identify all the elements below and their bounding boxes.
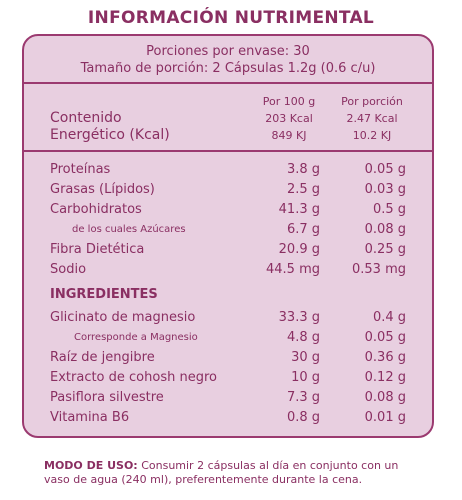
divider	[24, 82, 432, 84]
energy-kcal-100g: 203 Kcal	[265, 112, 313, 125]
nutrient-value-serving: 0.25 g	[364, 242, 406, 257]
nutrient-value-serving: 0.5 g	[372, 202, 406, 217]
ingredient-value-serving: 0.4 g	[372, 310, 406, 325]
nutrient-value-serving: 0.53 mg	[352, 262, 406, 277]
energy-kcal-serving: 2.47 Kcal	[346, 112, 398, 125]
energy-label-line2: Energético (Kcal)	[50, 127, 170, 143]
energy-label-line1: Contenido	[50, 110, 122, 126]
ingredient-label: Vitamina B6	[50, 410, 130, 425]
energy-kj-serving: 10.2 KJ	[352, 129, 392, 142]
nutrient-label: Sodio	[50, 262, 87, 277]
ingredient-label: Raíz de jengibre	[50, 350, 155, 365]
energy-kj-100g: 849 KJ	[271, 129, 307, 142]
serving-size: Tamaño de porción: 2 Cápsulas 1.2g (0.6 …	[80, 61, 376, 76]
nutrient-label: Fibra Dietética	[50, 242, 145, 257]
nutrient-value-100g: 20.9 g	[278, 242, 320, 257]
nutrient-value-100g: 41.3 g	[278, 202, 320, 217]
ingredient-label: Pasiflora silvestre	[50, 390, 164, 405]
usage-label: MODO DE USO:	[44, 459, 138, 472]
ingredient-value-100g: 7.3 g	[286, 390, 320, 405]
nutrition-panel: Porciones por envase: 30 Tamaño de porci…	[22, 34, 434, 438]
ingredient-value-serving: 0.36 g	[364, 350, 406, 365]
nutrient-label: Grasas (Lípidos)	[50, 182, 155, 197]
nutrient-value-serving: 0.03 g	[364, 182, 406, 197]
nutrient-value-100g: 2.5 g	[286, 182, 320, 197]
ingredient-value-100g: 0.8 g	[286, 410, 320, 425]
ingredient-value-100g: 4.8 g	[286, 330, 320, 345]
nutrient-label: Proteínas	[50, 162, 111, 177]
nutrient-value-100g: 3.8 g	[286, 162, 320, 177]
nutrient-value-100g: 44.5 mg	[266, 262, 320, 277]
nutrient-value-serving: 0.05 g	[364, 162, 406, 177]
ingredient-label: Extracto de cohosh negro	[50, 370, 217, 385]
ingredient-sublabel: Corresponde a Magnesio	[74, 332, 198, 343]
ingredient-label: Glicinato de magnesio	[50, 310, 196, 325]
panel-title: INFORMACIÓN NUTRIMENTAL	[87, 8, 375, 28]
ingredients-heading: INGREDIENTES	[50, 287, 158, 302]
nutrient-value-serving: 0.08 g	[364, 222, 406, 237]
ingredient-value-100g: 10 g	[291, 370, 320, 385]
ingredient-value-100g: 33.3 g	[278, 310, 320, 325]
ingredient-value-serving: 0.12 g	[364, 370, 406, 385]
usage-instructions: MODO DE USO: Consumir 2 cápsulas al día …	[44, 459, 424, 487]
ingredient-value-serving: 0.08 g	[364, 390, 406, 405]
nutrient-sublabel: de los cuales Azúcares	[72, 224, 186, 235]
ingredient-value-100g: 30 g	[291, 350, 320, 365]
col-header-per-100g: Por 100 g	[262, 95, 316, 108]
usage-text: Consumir 2 cápsulas al día en conjunto c…	[44, 459, 399, 486]
nutrient-label: Carbohidratos	[50, 202, 142, 217]
ingredient-value-serving: 0.01 g	[364, 410, 406, 425]
ingredient-value-serving: 0.05 g	[364, 330, 406, 345]
divider	[24, 150, 432, 152]
servings-per-container: Porciones por envase: 30	[146, 44, 310, 59]
nutrient-value-100g: 6.7 g	[286, 222, 320, 237]
col-header-per-serving: Por porción	[341, 95, 403, 108]
